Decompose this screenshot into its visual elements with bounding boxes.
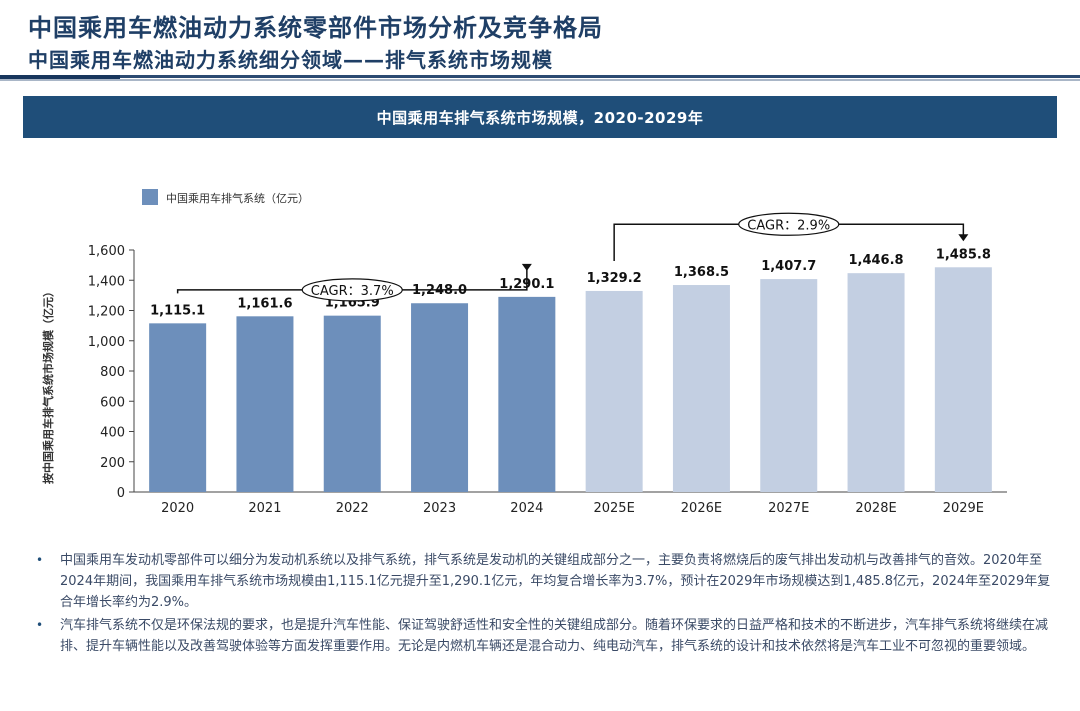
header-divider-accent bbox=[0, 75, 120, 81]
bar bbox=[760, 279, 818, 492]
note-item: • 中国乘用车发动机零部件可以细分为发动机系统以及排气系统，排气系统是发动机的关… bbox=[36, 550, 1061, 613]
data-label: 1,407.7 bbox=[761, 259, 816, 274]
x-tick-label: 2029E bbox=[943, 501, 984, 516]
y-tick-label: 400 bbox=[100, 426, 125, 441]
note-text: 汽车排气系统不仅是环保法规的要求，也是提升汽车性能、保证驾驶舒适性和安全性的关键… bbox=[60, 618, 1049, 654]
cagr-label: CAGR：2.9% bbox=[747, 218, 830, 233]
x-tick-label: 2023 bbox=[423, 501, 456, 516]
bullet-icon: • bbox=[36, 618, 44, 632]
y-tick-label: 1,200 bbox=[88, 305, 125, 320]
y-tick-label: 200 bbox=[100, 456, 125, 471]
bar bbox=[236, 316, 294, 492]
bar-series: 1,115.120201,161.620211,165.920221,248.0… bbox=[149, 247, 992, 516]
chart-axes: 0 200 400 600 800 1,000 1,200 1,400 1,600 bbox=[88, 244, 1007, 501]
commentary-notes: • 中国乘用车发动机零部件可以细分为发动机系统以及排气系统，排气系统是发动机的关… bbox=[36, 550, 1061, 659]
chart-legend: 中国乘用车排气系统（亿元） bbox=[142, 189, 309, 205]
legend-label: 中国乘用车排气系统（亿元） bbox=[166, 191, 309, 205]
x-tick-label: 2020 bbox=[161, 501, 194, 516]
data-label: 1,248.0 bbox=[412, 283, 467, 298]
x-tick-label: 2025E bbox=[593, 501, 634, 516]
x-tick-label: 2027E bbox=[768, 501, 809, 516]
x-tick-label: 2024 bbox=[510, 501, 543, 516]
cagr-label: CAGR：3.7% bbox=[311, 284, 394, 299]
data-label: 1,329.2 bbox=[587, 271, 642, 286]
y-tick-label: 0 bbox=[117, 486, 125, 501]
x-tick-label: 2026E bbox=[681, 501, 722, 516]
header-divider-light bbox=[0, 79, 1080, 81]
note-item: • 汽车排气系统不仅是环保法规的要求，也是提升汽车性能、保证驾驶舒适性和安全性的… bbox=[36, 615, 1061, 657]
x-tick-label: 2022 bbox=[336, 501, 369, 516]
bar bbox=[149, 323, 207, 492]
bar bbox=[498, 296, 556, 492]
y-tick-label: 1,400 bbox=[88, 274, 125, 289]
note-text: 中国乘用车发动机零部件可以细分为发动机系统以及排气系统，排气系统是发动机的关键组… bbox=[60, 553, 1051, 610]
data-label: 1,368.5 bbox=[674, 265, 729, 280]
cagr-badge bbox=[301, 278, 403, 302]
x-tick-label: 2021 bbox=[248, 501, 281, 516]
bar bbox=[934, 267, 992, 492]
y-tick-label: 1,000 bbox=[88, 335, 125, 350]
header-divider bbox=[0, 75, 1080, 78]
y-tick-label: 600 bbox=[100, 395, 125, 410]
data-label: 1,446.8 bbox=[848, 253, 903, 268]
bar bbox=[585, 290, 643, 492]
bar bbox=[672, 285, 730, 492]
data-label: 1,485.8 bbox=[936, 247, 991, 262]
page-title: 中国乘用车燃油动力系统零部件市场分析及竞争格局 bbox=[28, 14, 603, 42]
bar bbox=[847, 273, 905, 492]
bullet-icon: • bbox=[36, 553, 44, 567]
bar bbox=[323, 315, 381, 492]
data-label: 1,161.6 bbox=[237, 296, 292, 311]
bar bbox=[411, 303, 469, 492]
y-axis-label: 按中国乘用车排气系统市场规模（亿元） bbox=[41, 286, 55, 484]
legend-swatch bbox=[142, 189, 158, 205]
page-subtitle: 中国乘用车燃油动力系统细分领域——排气系统市场规模 bbox=[28, 48, 553, 72]
data-label: 1,115.1 bbox=[150, 303, 205, 318]
chart-title-banner: 中国乘用车排气系统市场规模，2020-2029年 bbox=[23, 96, 1057, 138]
cagr-arrowhead bbox=[958, 234, 969, 242]
y-tick-label: 1,600 bbox=[88, 244, 125, 259]
y-tick-label: 800 bbox=[100, 365, 125, 380]
cagr-arrowhead bbox=[521, 263, 532, 271]
x-tick-label: 2028E bbox=[855, 501, 896, 516]
cagr-badge bbox=[738, 212, 840, 236]
cagr-annotations: CAGR：3.7% CAGR：2.9% bbox=[176, 212, 969, 302]
